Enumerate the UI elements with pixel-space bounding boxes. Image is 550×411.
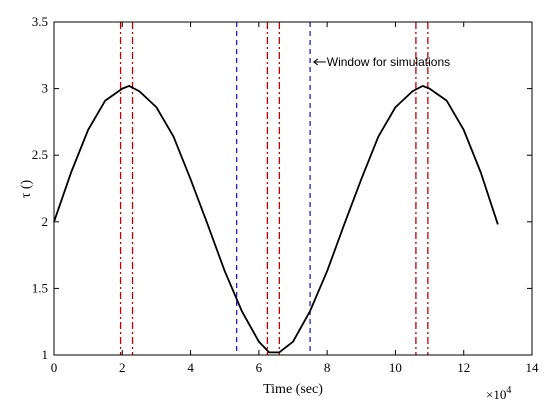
y-tick-label: 3 xyxy=(42,81,49,96)
x-tick-label: 4 xyxy=(187,360,194,375)
annotation: Window for simulations xyxy=(312,55,450,69)
annotation-text: Window for simulations xyxy=(327,55,450,69)
annotation-arrow-head xyxy=(312,58,319,66)
series-line-0 xyxy=(53,85,499,354)
x-exponent-label: ×104 xyxy=(486,385,511,402)
y-tick-label: 2.5 xyxy=(32,147,48,162)
vertical-lines xyxy=(119,22,429,355)
series-group xyxy=(53,85,499,354)
x-tick-label: 0 xyxy=(51,360,58,375)
x-tick-label: 6 xyxy=(256,360,263,375)
x-exponent-base: ×10 xyxy=(486,387,506,402)
plot-background xyxy=(54,22,532,355)
x-tick-label: 12 xyxy=(457,360,470,375)
y-tick-label: 1 xyxy=(42,347,49,362)
x-axis-label: Time (sec) xyxy=(263,382,323,397)
x-exponent-power: 4 xyxy=(506,385,511,396)
x-tick-label: 2 xyxy=(119,360,126,375)
y-tick-label: 2 xyxy=(42,214,49,229)
y-axis-label: τ () xyxy=(19,179,34,198)
y-tick-label: 3.5 xyxy=(32,14,48,29)
plot-frame xyxy=(53,21,533,356)
x-tick-label: 8 xyxy=(324,360,331,375)
y-tick-label: 1.5 xyxy=(32,280,48,295)
y-ticks: 1 1.5 2 2.5 3 3.5 xyxy=(32,14,532,362)
x-tick-label: 10 xyxy=(389,360,402,375)
x-tick-label: 14 xyxy=(526,360,540,375)
x-ticks: 0 2 4 6 8 10 12 14 xyxy=(51,22,539,375)
